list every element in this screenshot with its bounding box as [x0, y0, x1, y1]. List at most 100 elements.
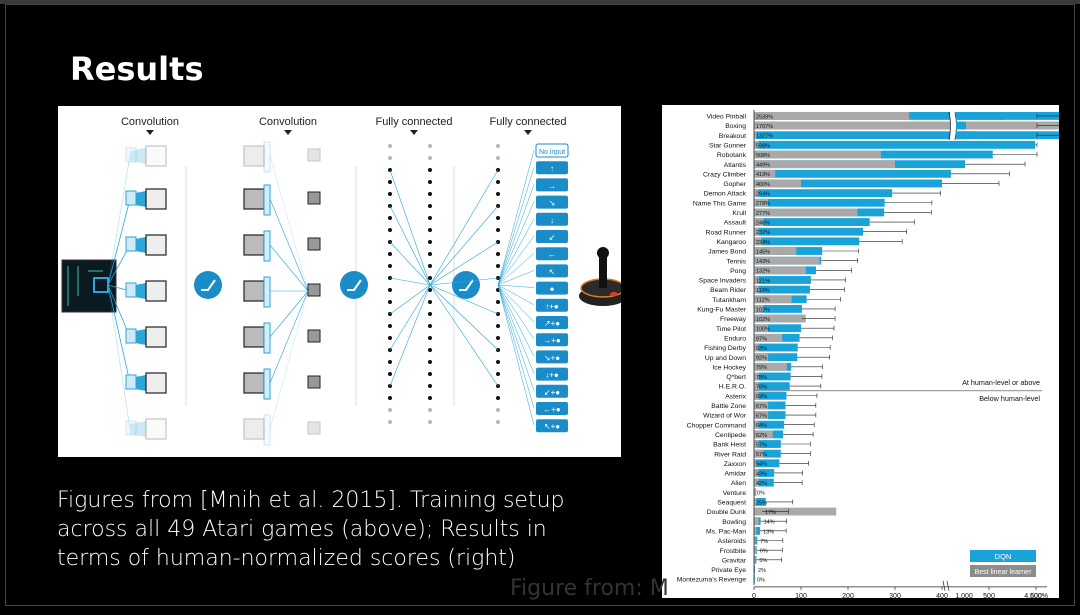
- dqn-bar: [754, 112, 1074, 120]
- dqn-bar: [754, 382, 790, 391]
- conv1-beam: [130, 148, 146, 164]
- game-label: Space Invaders: [699, 278, 747, 285]
- game-label: Battle Zone: [711, 403, 746, 410]
- output-line: [497, 167, 535, 286]
- action-label: ↘: [549, 199, 556, 208]
- dqn-bar: [754, 411, 786, 419]
- linear-bar: [754, 140, 759, 149]
- value-label: 0%: [757, 491, 765, 497]
- conv2-line: [269, 244, 309, 292]
- value-label: 67%: [756, 404, 767, 410]
- action-label: ←+●: [543, 405, 561, 414]
- action-label: ●: [550, 285, 555, 294]
- dqn-bar: [754, 372, 791, 381]
- fc-line: [429, 205, 499, 286]
- linear-bar: [754, 449, 764, 458]
- dqn-bar: [754, 420, 785, 429]
- legend-linear-label: Best linear learner: [975, 569, 1032, 576]
- x-tick-label: 600: [1030, 593, 1042, 598]
- linear-bar: [754, 333, 783, 342]
- action-button: [536, 212, 568, 226]
- value-label: 0%: [757, 578, 765, 584]
- fc-neuron: [428, 360, 432, 364]
- value-label: 102%: [756, 307, 770, 313]
- dqn-bar: [754, 227, 864, 236]
- action-label: ↖+●: [544, 422, 560, 431]
- dqn-bar: [754, 469, 775, 477]
- action-label: →+●: [543, 336, 561, 345]
- fc-neuron: [496, 396, 500, 400]
- fc-line: [389, 241, 431, 286]
- linear-bar: [754, 488, 757, 497]
- value-label: 13%: [763, 529, 774, 535]
- fc-neuron: [496, 420, 500, 424]
- action-button: [536, 281, 568, 295]
- dqn-bar: [754, 285, 810, 294]
- output-line: [497, 284, 535, 426]
- linear-bar: [754, 169, 776, 178]
- conv2-out: [307, 329, 321, 343]
- value-label: 598%: [756, 143, 770, 149]
- conv2-line: [269, 290, 309, 430]
- output-line: [497, 235, 535, 286]
- output-line: [497, 284, 535, 374]
- fc-line: [429, 277, 499, 286]
- fc-line: [389, 277, 431, 286]
- game-label: Montezuma's Revenge: [677, 577, 747, 584]
- value-label: 277%: [756, 211, 770, 217]
- linear-bar: [754, 459, 757, 468]
- action-label: →: [548, 181, 556, 190]
- conv2-column: [263, 230, 271, 262]
- value-label: 119%: [756, 288, 770, 294]
- game-label: Gravitar: [722, 557, 747, 564]
- relu-curve: [347, 279, 362, 291]
- architecture-diagram: Convolution Convolution Fully connected Ful…: [61, 116, 627, 446]
- action-button: [536, 333, 568, 347]
- action-button: [536, 419, 568, 433]
- dqn-bar: [754, 343, 798, 352]
- joystick-button-icon: [610, 292, 618, 296]
- fc-neuron: [428, 240, 432, 244]
- value-label: 121%: [756, 278, 770, 284]
- linear-bar: [754, 372, 759, 381]
- value-label: 79%: [756, 365, 767, 371]
- game-label: Venture: [723, 490, 747, 497]
- value-label: 246%: [756, 220, 770, 226]
- fc-neuron: [388, 288, 392, 292]
- game-label: Boxing: [725, 123, 746, 130]
- game-label: Name This Game: [693, 200, 746, 207]
- joystick-stick-icon: [599, 256, 607, 288]
- legend-dqn-label: DQN: [995, 552, 1012, 561]
- value-label: 78%: [756, 375, 767, 381]
- conv2-map: [243, 280, 265, 302]
- game-label: Asterix: [725, 393, 746, 400]
- fc-neuron: [428, 216, 432, 220]
- value-label: 57%: [756, 452, 767, 458]
- game-label: Assault: [724, 220, 746, 227]
- conv1-patch: [125, 420, 137, 436]
- conv1-patch: [125, 282, 137, 298]
- fc-neuron: [428, 348, 432, 352]
- fc-neuron: [496, 144, 500, 148]
- value-label: 112%: [756, 298, 770, 304]
- layer-arrow: [410, 130, 418, 135]
- conv2-out: [307, 283, 321, 297]
- action-button: [536, 367, 568, 381]
- output-line: [497, 284, 535, 357]
- linear-bar: [754, 362, 787, 371]
- dqn-bar: [754, 324, 801, 333]
- value-label: 54%: [756, 462, 767, 468]
- action-label: ↙: [549, 233, 556, 242]
- game-label: Bank Heist: [713, 442, 746, 449]
- value-label: 7%: [760, 539, 768, 545]
- linear-bar: [754, 536, 756, 545]
- game-label: Asteroids: [718, 538, 747, 545]
- output-line: [497, 201, 535, 286]
- above-label: At human-level or above: [962, 378, 1040, 387]
- fc-neuron: [428, 264, 432, 268]
- linear-bar: [754, 179, 801, 188]
- x-tick-label: 200: [842, 593, 854, 598]
- dqn-bar: [754, 237, 860, 246]
- fc-neuron: [428, 276, 432, 280]
- dqn-bar: [754, 401, 786, 410]
